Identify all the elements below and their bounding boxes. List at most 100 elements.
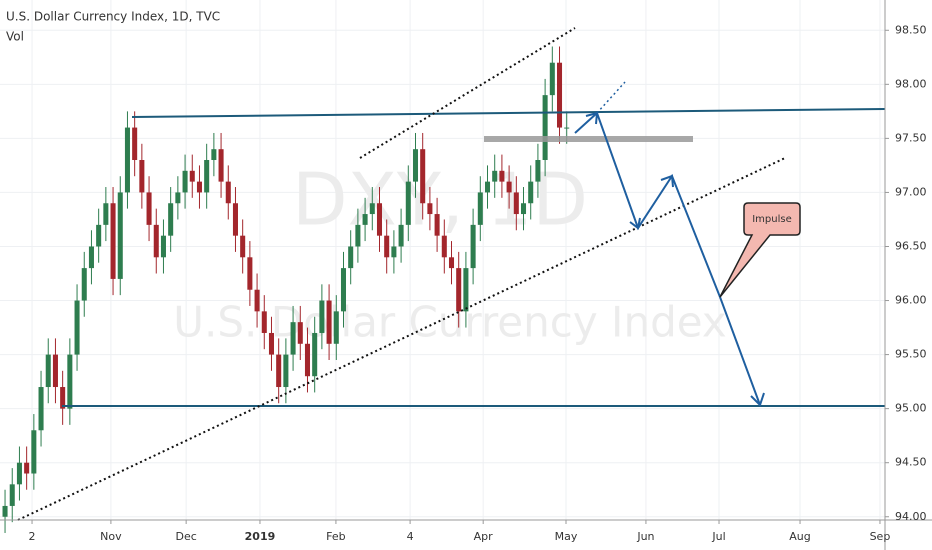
candle-body: [204, 160, 210, 193]
candle-body: [132, 127, 138, 160]
candle-body: [175, 192, 181, 204]
candle-body: [45, 354, 51, 388]
candle-body: [24, 462, 30, 474]
candle-body: [247, 257, 253, 290]
x-tick-label: Feb: [326, 530, 345, 543]
candle-body: [434, 214, 440, 236]
arrowhead: [585, 111, 599, 125]
candle-body: [376, 203, 383, 236]
candle-body: [276, 354, 282, 388]
candle-body: [81, 268, 87, 301]
candle-body: [153, 224, 159, 258]
candle-body: [420, 149, 426, 204]
candle-body: [74, 300, 80, 355]
candle-body: [160, 235, 166, 258]
chart-title: U.S. Dollar Currency Index, 1D, TVC: [6, 10, 220, 24]
grid: [0, 0, 885, 520]
candle-body: [333, 311, 339, 344]
candle-body: [211, 149, 217, 160]
candle-body: [146, 192, 152, 225]
y-tick-label: 94.50: [895, 456, 927, 469]
x-tick-label: May: [555, 530, 578, 543]
candles: [2, 46, 570, 533]
candle-body: [340, 268, 347, 312]
candle-body: [139, 160, 145, 193]
candle-body: [319, 300, 325, 333]
candle-body: [225, 181, 231, 204]
x-tick-label: Sep: [870, 530, 891, 543]
candle-body: [16, 462, 22, 485]
candle-body: [556, 62, 563, 128]
x-tick-label: 2: [29, 530, 36, 543]
candle-body: [470, 224, 476, 269]
candle-body: [499, 170, 505, 182]
arrowhead: [660, 174, 674, 188]
candle-body: [218, 149, 224, 182]
y-tick-label: 95.00: [895, 402, 927, 415]
candle-body: [362, 214, 368, 225]
candle-body: [477, 192, 483, 225]
projection: [574, 111, 761, 406]
candle-body: [117, 192, 123, 279]
candle-body: [484, 181, 491, 193]
candle-body: [103, 203, 109, 225]
y-tick-label: 96.50: [895, 239, 927, 252]
callout-text: Impulse: [752, 214, 792, 225]
candle-body: [384, 235, 390, 258]
candle-body: [60, 387, 66, 409]
candle-body: [196, 181, 202, 193]
candle-body: [412, 149, 419, 182]
candle-body: [232, 203, 238, 236]
callout: [719, 202, 801, 298]
candle-body: [268, 332, 274, 355]
x-tick-label: Jul: [711, 530, 725, 543]
candle-body: [9, 484, 15, 506]
candle-body: [513, 192, 519, 215]
watermark: DXY, 1D: [292, 158, 588, 242]
candle-body: [96, 224, 102, 247]
candle-body: [110, 203, 116, 279]
candle-body: [391, 246, 397, 258]
candle-body: [297, 322, 303, 344]
x-tick-label: Jun: [636, 530, 654, 543]
x-tick-label: Apr: [474, 530, 494, 543]
candle-body: [254, 289, 260, 312]
candle-body: [456, 268, 462, 312]
candle-body: [398, 224, 404, 247]
y-tick-label: 97.50: [895, 131, 927, 144]
candle-body: [312, 332, 318, 377]
candle-body: [355, 224, 361, 247]
candle-body: [542, 95, 548, 160]
y-tick-label: 94.00: [895, 510, 927, 523]
x-tick-label: Dec: [175, 530, 196, 543]
x-tick-label: 4: [407, 530, 414, 543]
resistance-line: [131, 108, 886, 118]
candle-body: [88, 246, 94, 269]
y-tick-label: 97.00: [895, 185, 927, 198]
candle-body: [182, 170, 188, 193]
candle-body: [369, 203, 375, 215]
candle-body: [549, 62, 555, 96]
candle-body: [448, 257, 455, 269]
candle-body: [283, 354, 289, 388]
zone: [484, 136, 693, 142]
channel-lower: [17, 157, 786, 521]
candle-body: [441, 235, 447, 258]
y-tick-label: 98.50: [895, 23, 927, 36]
candle-body: [492, 170, 498, 182]
candle-body: [326, 300, 332, 344]
candle-body: [261, 311, 267, 333]
candle-body: [506, 181, 512, 193]
arrowhead: [629, 217, 641, 230]
candle-body: [348, 246, 354, 269]
candle-body: [124, 127, 130, 193]
candle-body: [52, 354, 58, 388]
candle-body: [67, 354, 73, 409]
y-tick-label: 96.00: [895, 294, 927, 307]
y-tick-label: 95.50: [895, 348, 927, 361]
candle-body: [168, 203, 174, 236]
candle-body: [528, 181, 534, 204]
candle-body: [189, 170, 195, 182]
